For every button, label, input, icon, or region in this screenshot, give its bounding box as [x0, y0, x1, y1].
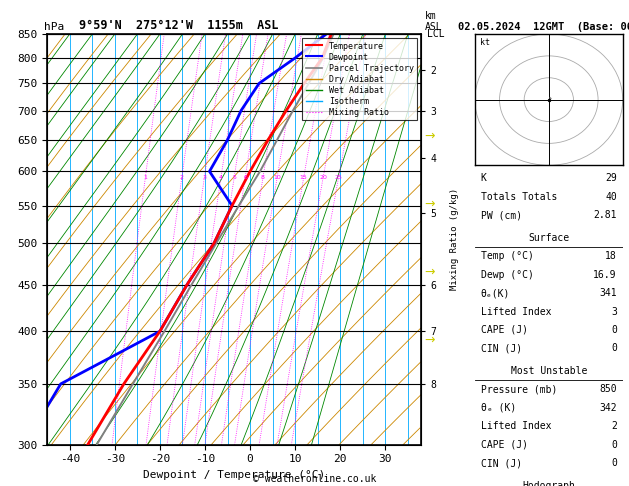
Text: 0: 0: [611, 325, 617, 335]
Text: 40: 40: [605, 192, 617, 202]
Text: 25: 25: [335, 175, 342, 180]
Text: 2: 2: [611, 421, 617, 431]
Text: K: K: [481, 174, 487, 183]
Text: θₑ(K): θₑ(K): [481, 288, 510, 298]
Text: 02.05.2024  12GMT  (Base: 06): 02.05.2024 12GMT (Base: 06): [458, 21, 629, 32]
Text: 6: 6: [243, 175, 247, 180]
Text: 850: 850: [599, 384, 617, 394]
Text: 0: 0: [611, 344, 617, 353]
Text: 1: 1: [143, 175, 147, 180]
Text: 3: 3: [611, 307, 617, 316]
Text: CAPE (J): CAPE (J): [481, 325, 528, 335]
Text: Totals Totals: Totals Totals: [481, 192, 557, 202]
Text: km
ASL: km ASL: [425, 11, 442, 32]
Text: 4: 4: [219, 175, 223, 180]
Text: 18: 18: [605, 251, 617, 261]
Text: 3: 3: [203, 175, 206, 180]
Text: LCL: LCL: [427, 29, 445, 39]
Text: Dewp (°C): Dewp (°C): [481, 270, 533, 279]
Text: Pressure (mb): Pressure (mb): [481, 384, 557, 394]
Text: kt: kt: [480, 38, 490, 47]
Text: 342: 342: [599, 403, 617, 413]
Text: →: →: [425, 130, 435, 142]
Text: 29: 29: [605, 174, 617, 183]
Text: 0: 0: [611, 458, 617, 468]
Text: Temp (°C): Temp (°C): [481, 251, 533, 261]
Text: 10: 10: [273, 175, 281, 180]
Text: →: →: [425, 198, 435, 210]
Text: 20: 20: [319, 175, 327, 180]
Text: CAPE (J): CAPE (J): [481, 440, 528, 450]
Text: 9°59'N  275°12'W  1155m  ASL: 9°59'N 275°12'W 1155m ASL: [79, 18, 278, 32]
Text: Mixing Ratio (g/kg): Mixing Ratio (g/kg): [450, 188, 459, 291]
Text: 16.9: 16.9: [593, 270, 617, 279]
Text: 2: 2: [180, 175, 184, 180]
X-axis label: Dewpoint / Temperature (°C): Dewpoint / Temperature (°C): [143, 470, 325, 480]
Text: 15: 15: [300, 175, 308, 180]
Text: 8: 8: [261, 175, 265, 180]
Text: 2.81: 2.81: [593, 210, 617, 220]
Text: 5: 5: [232, 175, 236, 180]
Text: Most Unstable: Most Unstable: [511, 366, 587, 376]
Text: Surface: Surface: [528, 233, 569, 243]
Text: Hodograph: Hodograph: [522, 481, 576, 486]
Text: © weatheronline.co.uk: © weatheronline.co.uk: [253, 473, 376, 484]
Text: hPa: hPa: [44, 21, 64, 32]
Legend: Temperature, Dewpoint, Parcel Trajectory, Dry Adiabat, Wet Adiabat, Isotherm, Mi: Temperature, Dewpoint, Parcel Trajectory…: [303, 38, 417, 121]
Text: 341: 341: [599, 288, 617, 298]
Text: →: →: [425, 334, 435, 347]
Text: 0: 0: [611, 440, 617, 450]
Text: Lifted Index: Lifted Index: [481, 421, 551, 431]
Text: θₑ (K): θₑ (K): [481, 403, 516, 413]
Text: →: →: [425, 266, 435, 278]
Text: CIN (J): CIN (J): [481, 344, 522, 353]
Text: PW (cm): PW (cm): [481, 210, 522, 220]
Text: CIN (J): CIN (J): [481, 458, 522, 468]
Text: Lifted Index: Lifted Index: [481, 307, 551, 316]
